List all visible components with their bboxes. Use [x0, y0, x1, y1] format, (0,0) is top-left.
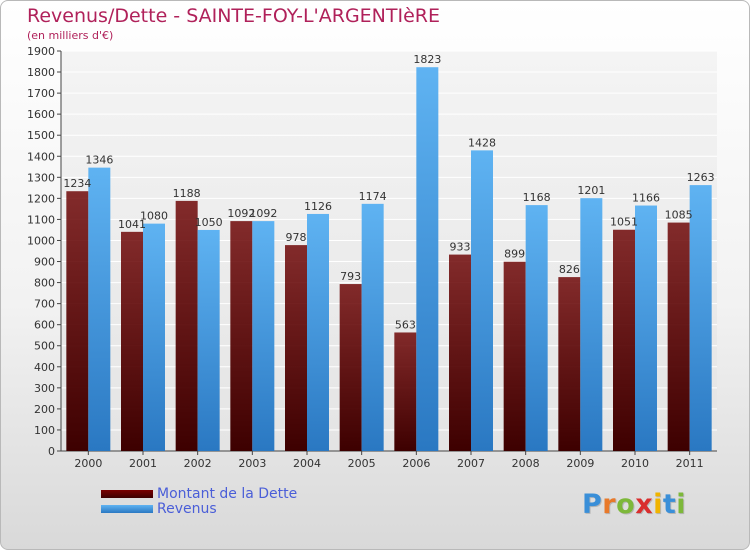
x-tick-label: 2001 [129, 457, 157, 470]
data-label-debt: 1188 [173, 187, 201, 200]
data-label-debt: 563 [395, 318, 416, 331]
bar-revenue [580, 198, 603, 451]
y-tick-label: 700 [34, 298, 55, 311]
chart-title: Revenus/Dette - SAINTE-FOY-L'ARGENTIèRE [27, 5, 440, 27]
y-tick-label: 1800 [27, 66, 55, 79]
plot-area [61, 51, 717, 451]
legend-label-debt: Montant de la Dette [157, 486, 298, 502]
y-tick-label: 200 [34, 403, 55, 416]
bar-revenue [635, 205, 657, 451]
bar-debt [339, 284, 362, 451]
y-tick-label: 1000 [27, 234, 55, 247]
y-tick-label: 500 [34, 340, 55, 353]
logo-letter: r [602, 489, 617, 520]
data-label-revenue: 1174 [359, 190, 387, 203]
data-label-debt: 793 [340, 270, 361, 283]
y-tick-label: 1100 [27, 213, 55, 226]
bar-revenue [197, 229, 220, 451]
x-tick-label: 2005 [348, 457, 376, 470]
bar-debt [667, 222, 690, 451]
bar-debt [66, 191, 89, 452]
data-label-debt: 899 [504, 248, 525, 261]
bar-revenue [361, 203, 384, 451]
y-tick-label: 1600 [27, 108, 55, 121]
data-label-debt: 1092 [227, 207, 255, 220]
bar-revenue [416, 67, 439, 452]
y-tick-label: 100 [34, 424, 55, 437]
chart-subtitle: (en milliers d'€) [27, 29, 114, 42]
bar-revenue [689, 185, 712, 451]
bar-debt [503, 261, 526, 451]
data-label-debt: 1041 [118, 218, 146, 231]
data-label-revenue: 1823 [413, 53, 441, 66]
legend-swatch-revenue [101, 505, 153, 513]
bar-debt [558, 277, 581, 451]
y-tick-label: 1400 [27, 150, 55, 163]
logo-letter: x [635, 489, 654, 520]
logo-letter: t [662, 489, 677, 520]
data-label-debt: 826 [559, 263, 580, 276]
logo-letter: P [582, 489, 603, 520]
data-label-revenue: 1201 [577, 184, 605, 197]
x-tick-label: 2011 [676, 457, 704, 470]
y-tick-label: 900 [34, 256, 55, 269]
y-tick-label: 1700 [27, 87, 55, 100]
bar-revenue [88, 167, 111, 451]
data-label-revenue: 1346 [85, 154, 113, 167]
y-tick-label: 600 [34, 319, 55, 332]
bar-revenue [525, 205, 548, 451]
bar-debt [449, 254, 471, 451]
x-tick-label: 2004 [293, 457, 321, 470]
y-tick-label: 1300 [27, 171, 55, 184]
data-label-revenue: 1092 [249, 207, 277, 220]
data-label-debt: 1234 [63, 177, 91, 190]
data-label-revenue: 1166 [632, 192, 660, 205]
legend-swatch-debt [101, 490, 153, 498]
data-label-revenue: 1168 [523, 191, 551, 204]
x-tick-label: 2002 [184, 457, 212, 470]
data-label-revenue: 1080 [140, 210, 168, 223]
bar-debt [394, 332, 417, 451]
y-tick-label: 0 [48, 445, 55, 458]
data-label-revenue: 1050 [195, 216, 223, 229]
proxiti-logo: Proxiti [582, 489, 686, 520]
x-tick-label: 2003 [238, 457, 266, 470]
bar-debt [613, 229, 635, 451]
y-tick-label: 1900 [27, 45, 55, 58]
y-tick-label: 800 [34, 277, 55, 290]
bar-revenue [307, 213, 329, 451]
bar-revenue [471, 150, 493, 452]
data-label-debt: 1085 [665, 209, 693, 222]
x-tick-label: 2006 [402, 457, 430, 470]
bar-revenue [143, 223, 165, 451]
data-label-debt: 978 [286, 231, 307, 244]
x-tick-label: 2008 [512, 457, 540, 470]
data-label-debt: 933 [450, 241, 471, 254]
legend-label-revenue: Revenus [157, 501, 217, 517]
y-tick-label: 400 [34, 361, 55, 374]
bar-debt [121, 231, 143, 451]
logo-letter: i [676, 489, 687, 520]
y-tick-label: 300 [34, 382, 55, 395]
bar-debt [230, 221, 253, 451]
data-label-debt: 1051 [610, 216, 638, 229]
y-tick-label: 1500 [27, 129, 55, 142]
x-tick-label: 2007 [457, 457, 485, 470]
y-tick-label: 1200 [27, 192, 55, 205]
data-label-revenue: 1428 [468, 136, 496, 149]
data-label-revenue: 1263 [687, 171, 715, 184]
logo-letter: i [653, 489, 663, 520]
x-tick-label: 2009 [566, 457, 594, 470]
logo-letter: o [616, 489, 636, 520]
bar-revenue [252, 221, 275, 451]
bar-debt [175, 200, 198, 451]
bar-debt [285, 245, 307, 451]
x-tick-label: 2000 [74, 457, 102, 470]
data-label-revenue: 1126 [304, 200, 332, 213]
x-tick-label: 2010 [621, 457, 649, 470]
